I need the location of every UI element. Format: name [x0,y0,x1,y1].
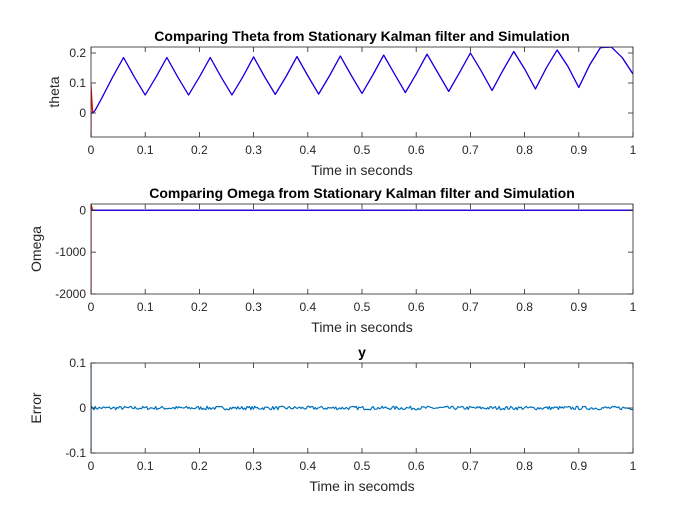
chart-title: Comparing Theta from Stationary Kalman f… [154,28,569,44]
x-tick-label: 0 [88,300,95,314]
theta-subplot: 0 0.1 0.2 0.3 0.4 0.5 0.6 0.7 0.8 0.9 1 0 0.1 0.2 Comp… [46,28,637,178]
y-axis-label: Error [28,392,44,423]
x-tick-label: 0.3 [245,459,262,473]
x-tick-label: 1 [630,459,637,473]
x-tick-label: 0.6 [408,300,425,314]
y-tick-label: 0 [79,203,86,217]
x-tick-label: 0.8 [516,143,533,157]
x-tick-label: 0.9 [570,459,587,473]
x-tick-label: 0.6 [408,459,425,473]
x-tick-label: 0.8 [516,300,533,314]
x-tick-label: 0.5 [354,300,371,314]
y-tick-label: -2000 [55,287,86,301]
x-tick-label: 0.7 [462,143,479,157]
plot-area [91,204,633,294]
x-tick-label: 0.1 [137,143,154,157]
y-axis-label: Omega [28,226,44,272]
x-tick-label: 1 [630,143,637,157]
x-tick-label: 0.5 [354,143,371,157]
x-tick-label: 0.7 [462,300,479,314]
x-axis-label: Time in seconds [311,319,412,335]
x-tick-label: 0 [88,143,95,157]
y-tick-label: 0.1 [69,356,86,370]
y-tick-label: 0 [79,106,86,120]
series-group [91,365,633,452]
series-line-2 [91,47,633,114]
x-tick-label: 0 [88,459,95,473]
chart-title: y [358,344,366,360]
y-axis-label: theta [46,76,62,107]
x-axis-label: Time in secomds [309,478,414,494]
error-subplot: 0 0.1 0.2 0.3 0.4 0.5 0.6 0.7 0.8 0.9 10.10-0.1yTi… [28,344,637,494]
x-tick-label: 0.4 [299,143,316,157]
y-tick-label: 0 [79,401,86,415]
x-tick-label: 0.2 [191,143,208,157]
x-tick-label: 0.4 [299,459,316,473]
x-tick-label: 1 [630,300,637,314]
x-tick-label: 0.9 [570,300,587,314]
x-tick-label: 0.2 [191,459,208,473]
x-tick-label: 0.9 [570,143,587,157]
plot-area [91,47,633,137]
x-tick-label: 0.2 [191,300,208,314]
y-tick-label: 0.2 [69,46,86,60]
x-tick-label: 0.1 [137,300,154,314]
x-tick-label: 0.3 [245,143,262,157]
y-tick-label: -0.1 [65,446,86,460]
x-tick-label: 0.5 [354,459,371,473]
y-tick-label: -1000 [55,245,86,259]
x-tick-label: 0.6 [408,143,425,157]
series-group [91,47,633,137]
x-tick-label: 0.7 [462,459,479,473]
x-axis-label: Time in seconds [311,162,412,178]
x-tick-label: 0.3 [245,300,262,314]
x-tick-label: 0.1 [137,459,154,473]
x-tick-label: 0.4 [299,300,316,314]
series-line-1 [91,365,633,452]
y-tick-label: 0.1 [69,76,86,90]
x-tick-label: 0.8 [516,459,533,473]
chart-title: Comparing Omega from Stationary Kalman f… [149,185,575,201]
omega-subplot: 0 0.1 0.2 0.3 0.4 0.5 0.6 0.7 0.8 0.9 1 0 -1000 -2000… [28,185,637,335]
